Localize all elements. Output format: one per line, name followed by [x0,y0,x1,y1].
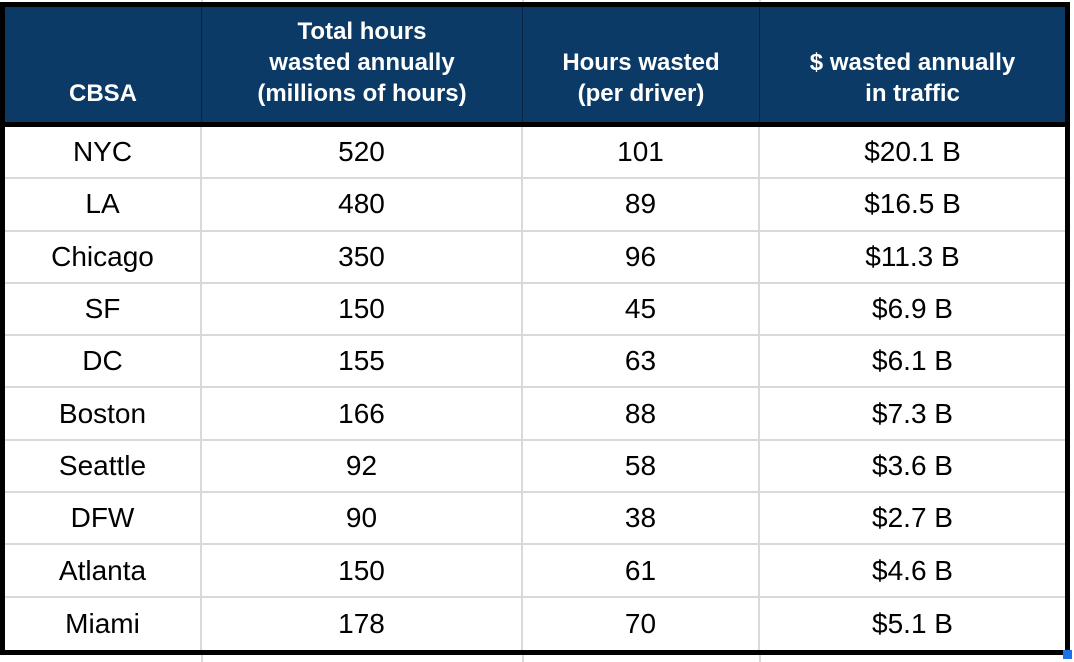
cell-cbsa[interactable]: Atlanta [5,545,202,596]
table-row: NYC 520 101 $20.1 B [5,127,1065,180]
header-label-line: Hours wasted [562,49,720,76]
cell-cbsa[interactable]: Seattle [5,440,202,492]
table-row: SF 150 45 $6.9 B [5,283,1065,337]
cell-cbsa[interactable]: Boston [5,388,202,439]
cell-total-hours[interactable]: 166 [202,388,523,439]
table-header-row: CBSA Total hours wasted annually (millions … [5,7,1065,127]
cell-dollars-wasted[interactable]: $2.7 B [760,493,1065,544]
cell-total-hours[interactable]: 155 [202,336,523,387]
cell-total-hours[interactable]: 150 [202,283,523,335]
cell-hours-per-driver[interactable]: 96 [523,231,760,282]
cell-dollars-wasted[interactable]: $7.3 B [760,388,1065,439]
header-label-line: (per driver) [577,80,705,107]
cell-dollars-wasted[interactable]: $6.9 B [760,283,1065,335]
table-body: NYC 520 101 $20.1 B LA 480 89 $16.5 B Chicago 350… [5,127,1065,650]
gridline-stub [522,0,524,2]
header-label-line: CBSA [68,80,137,107]
cell-hours-per-driver[interactable]: 38 [523,493,760,544]
cell-cbsa[interactable]: Chicago [5,231,202,282]
cell-hours-per-driver[interactable]: 101 [523,127,760,178]
cell-hours-per-driver[interactable]: 58 [523,440,760,492]
cell-hours-per-driver[interactable]: 70 [523,597,760,650]
cell-dollars-wasted[interactable]: $20.1 B [760,127,1065,178]
cell-dollars-wasted[interactable]: $4.6 B [760,545,1065,596]
cell-cbsa[interactable]: NYC [5,127,202,178]
cell-dollars-wasted[interactable]: $6.1 B [760,336,1065,387]
header-cell-total-hours[interactable]: Total hours wasted annually (millions of h… [202,7,523,122]
table-row: DC 155 63 $6.1 B [5,336,1065,389]
gridline-stub [201,655,203,662]
gridline-stub [201,0,203,2]
header-cell-dollars-wasted[interactable]: $ wasted annually in traffic [760,7,1065,122]
cell-hours-per-driver[interactable]: 61 [523,545,760,596]
cell-hours-per-driver[interactable]: 88 [523,388,760,439]
gridline-stub [759,0,761,2]
cell-total-hours[interactable]: 350 [202,231,523,282]
cell-total-hours[interactable]: 90 [202,493,523,544]
header-label-line: (millions of hours) [257,80,467,107]
cell-dollars-wasted[interactable]: $11.3 B [760,231,1065,282]
cell-total-hours[interactable]: 178 [202,597,523,650]
cell-total-hours[interactable]: 150 [202,545,523,596]
cell-dollars-wasted[interactable]: $16.5 B [760,179,1065,230]
cell-cbsa[interactable]: DFW [5,493,202,544]
header-label-line: Total hours [297,18,427,45]
cell-hours-per-driver[interactable]: 45 [523,283,760,335]
cell-total-hours[interactable]: 92 [202,440,523,492]
gridline-stub [522,655,524,662]
selection-fill-handle[interactable] [1063,650,1072,659]
header-label-line: $ wasted annually [809,49,1016,76]
cell-cbsa[interactable]: SF [5,283,202,335]
header-label-line: in traffic [865,80,960,107]
gridline-stub [759,655,761,662]
table-row: LA 480 89 $16.5 B [5,179,1065,232]
header-cell-cbsa[interactable]: CBSA [5,7,202,122]
cell-total-hours[interactable]: 520 [202,127,523,178]
table-row: Atlanta 150 61 $4.6 B [5,545,1065,598]
cell-cbsa[interactable]: Miami [5,597,202,650]
table-row: Chicago 350 96 $11.3 B [5,231,1065,284]
cell-cbsa[interactable]: LA [5,179,202,230]
cell-total-hours[interactable]: 480 [202,179,523,230]
table-row: Miami 178 70 $5.1 B [5,597,1065,650]
cell-dollars-wasted[interactable]: $5.1 B [760,597,1065,650]
cell-cbsa[interactable]: DC [5,336,202,387]
cell-hours-per-driver[interactable]: 63 [523,336,760,387]
table-row: DFW 90 38 $2.7 B [5,493,1065,546]
header-cell-hours-per-driver[interactable]: Hours wasted (per driver) [523,7,760,122]
cell-dollars-wasted[interactable]: $3.6 B [760,440,1065,492]
header-label-line: wasted annually [269,49,455,76]
cell-hours-per-driver[interactable]: 89 [523,179,760,230]
table-row: Boston 166 88 $7.3 B [5,388,1065,441]
table-row: Seattle 92 58 $3.6 B [5,440,1065,494]
